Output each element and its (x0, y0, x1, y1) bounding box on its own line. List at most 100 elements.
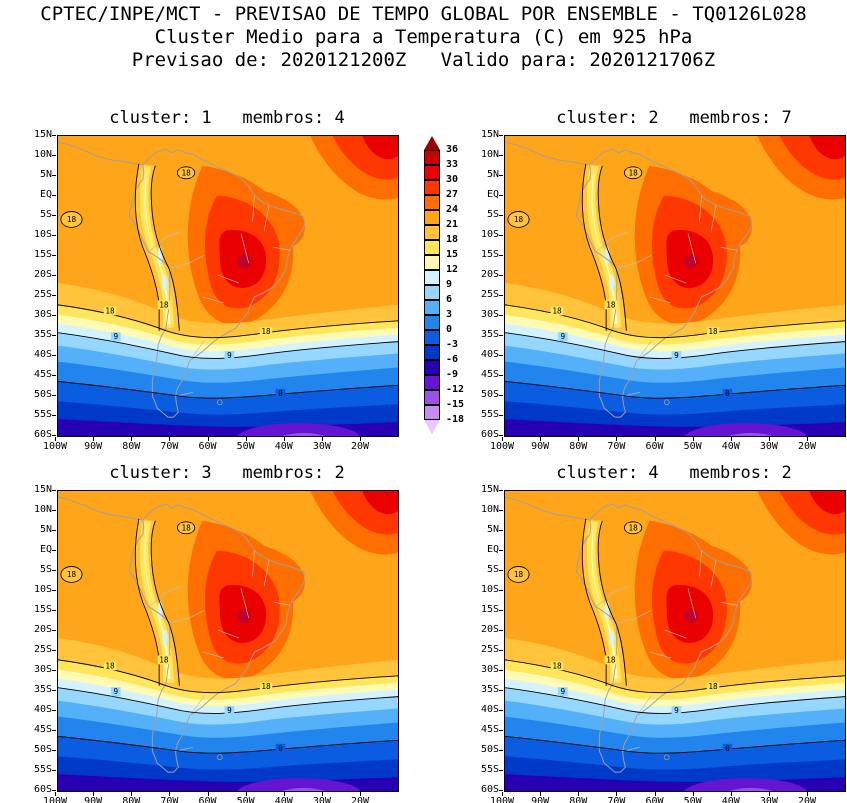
latitude-axis: 15N 10N 5N EQ 5S 10S 15S 20S 25S 30S 35S 40S 45S 50S 5… (471, 485, 503, 795)
legend-level-label: 21 (446, 219, 459, 230)
lat-tick-label: 15S (24, 250, 56, 260)
lat-tick-label: 30S (24, 310, 56, 320)
lat-tick-label: 5S (24, 210, 56, 220)
lon-tick-label: 100W (484, 437, 520, 452)
lon-tick-label: 30W (304, 792, 340, 803)
lat-tick-label: 20S (471, 625, 503, 635)
lon-tick-label: 100W (484, 792, 520, 803)
legend-level-label: 33 (446, 159, 459, 170)
legend-color-box (424, 240, 440, 255)
lon-tick-label: 80W (560, 437, 596, 452)
legend-color-box (424, 330, 440, 345)
lat-tick-label: 10N (471, 150, 503, 160)
lon-tick-label: 40W (266, 792, 302, 803)
legend-color-box (424, 285, 440, 300)
legend-color-box (424, 195, 440, 210)
lat-tick-label: 10S (24, 230, 56, 240)
legend-level-label: -6 (446, 354, 459, 365)
lon-tick-label: 50W (675, 792, 711, 803)
lon-tick-label: 90W (75, 437, 111, 452)
panel-title: cluster: 4 membros: 2 (556, 463, 792, 483)
lat-tick-label: 60S (471, 430, 503, 440)
lon-tick-label: 80W (560, 792, 596, 803)
lat-tick-label: 45S (471, 725, 503, 735)
lon-tick-label: 70W (151, 792, 187, 803)
legend-color-box (424, 315, 440, 330)
temperature-contour-map (58, 136, 398, 436)
map-frame (57, 490, 399, 792)
lat-tick-label: 55S (24, 765, 56, 775)
lon-tick-label: 70W (151, 437, 187, 452)
lon-tick-label: 20W (789, 792, 825, 803)
lat-tick-label: 60S (24, 785, 56, 795)
lat-tick-label: 20S (24, 270, 56, 280)
lon-tick-label: 60W (637, 792, 673, 803)
temperature-contour-map (58, 491, 398, 791)
lat-tick-label: 55S (471, 765, 503, 775)
lon-tick-label: 20W (342, 792, 378, 803)
lat-tick-label: 15S (471, 250, 503, 260)
lat-tick-label: EQ (24, 190, 56, 200)
lon-tick-label: 70W (598, 792, 634, 803)
latitude-axis: 15N 10N 5N EQ 5S 10S 15S 20S 25S 30S 35S 40S 45S 50S 5… (471, 130, 503, 440)
longitude-axis: 100W 90W 80W 70W 60W 50W 40W 30W 20W (37, 437, 378, 452)
lat-tick-label: EQ (471, 190, 503, 200)
lat-tick-label: 35S (24, 685, 56, 695)
lat-tick-label: 55S (471, 410, 503, 420)
map-frame (57, 135, 399, 437)
legend-level-label: 36 (446, 144, 459, 155)
lat-tick-label: 45S (471, 370, 503, 380)
map-frame (504, 135, 846, 437)
legend-color-box (424, 165, 440, 180)
lon-tick-label: 100W (37, 437, 73, 452)
lat-tick-label: 25S (24, 645, 56, 655)
colorbar-labels: 36 33 30 27 24 21 18 15 12 9 6 3 0 -3 -6 -9 -12 -15 -18 (446, 142, 464, 427)
lon-tick-label: 90W (522, 792, 558, 803)
lat-tick-label: 20S (24, 625, 56, 635)
lon-tick-label: 30W (304, 437, 340, 452)
lat-tick-label: 15S (471, 605, 503, 615)
legend-level-label: 30 (446, 174, 459, 185)
legend-level-label: -9 (446, 369, 459, 380)
lon-tick-label: 20W (789, 437, 825, 452)
lat-tick-label: 50S (471, 390, 503, 400)
legend-color-box (424, 300, 440, 315)
lat-tick-label: 20S (471, 270, 503, 280)
lat-tick-label: 5N (471, 170, 503, 180)
lat-tick-label: 50S (24, 390, 56, 400)
lat-tick-label: 55S (24, 410, 56, 420)
legend-color-box (424, 225, 440, 240)
lon-tick-label: 40W (713, 437, 749, 452)
latitude-axis: 15N 10N 5N EQ 5S 10S 15S 20S 25S 30S 35S 40S 45S 50S 5… (24, 485, 56, 795)
lat-tick-label: 60S (471, 785, 503, 795)
lat-tick-label: 5N (471, 525, 503, 535)
lat-tick-label: EQ (471, 545, 503, 555)
lon-tick-label: 60W (190, 437, 226, 452)
legend-level-label: 0 (446, 324, 453, 335)
header-line-3: Previsao de: 2020121200Z Valido para: 20… (131, 49, 716, 71)
lon-tick-label: 90W (75, 792, 111, 803)
legend-color-box (424, 405, 440, 420)
panel-cluster-4: cluster: 4 membros: 2 15N 10N 5N EQ 5S 10S 15S… (481, 463, 846, 803)
lat-tick-label: 10N (24, 505, 56, 515)
legend-color-box (424, 420, 440, 434)
lon-tick-label: 50W (675, 437, 711, 452)
lat-tick-label: 25S (24, 290, 56, 300)
lat-tick-label: 15N (24, 485, 56, 495)
legend-color-box (424, 375, 440, 390)
lat-tick-label: 45S (24, 370, 56, 380)
lon-tick-label: 90W (522, 437, 558, 452)
legend-level-label: -18 (446, 414, 465, 425)
lat-tick-label: 5S (471, 210, 503, 220)
legend-level-label: 18 (446, 234, 459, 245)
lat-tick-label: 60S (24, 430, 56, 440)
legend-level-label: 24 (446, 204, 459, 215)
longitude-axis: 100W 90W 80W 70W 60W 50W 40W 30W 20W (37, 792, 378, 803)
legend-color-box (424, 270, 440, 285)
lat-tick-label: 50S (471, 745, 503, 755)
panel-title: cluster: 2 membros: 7 (556, 108, 792, 128)
lon-tick-label: 20W (342, 437, 378, 452)
colorbar (424, 136, 440, 434)
lat-tick-label: 10S (24, 585, 56, 595)
legend-color-box (424, 360, 440, 375)
